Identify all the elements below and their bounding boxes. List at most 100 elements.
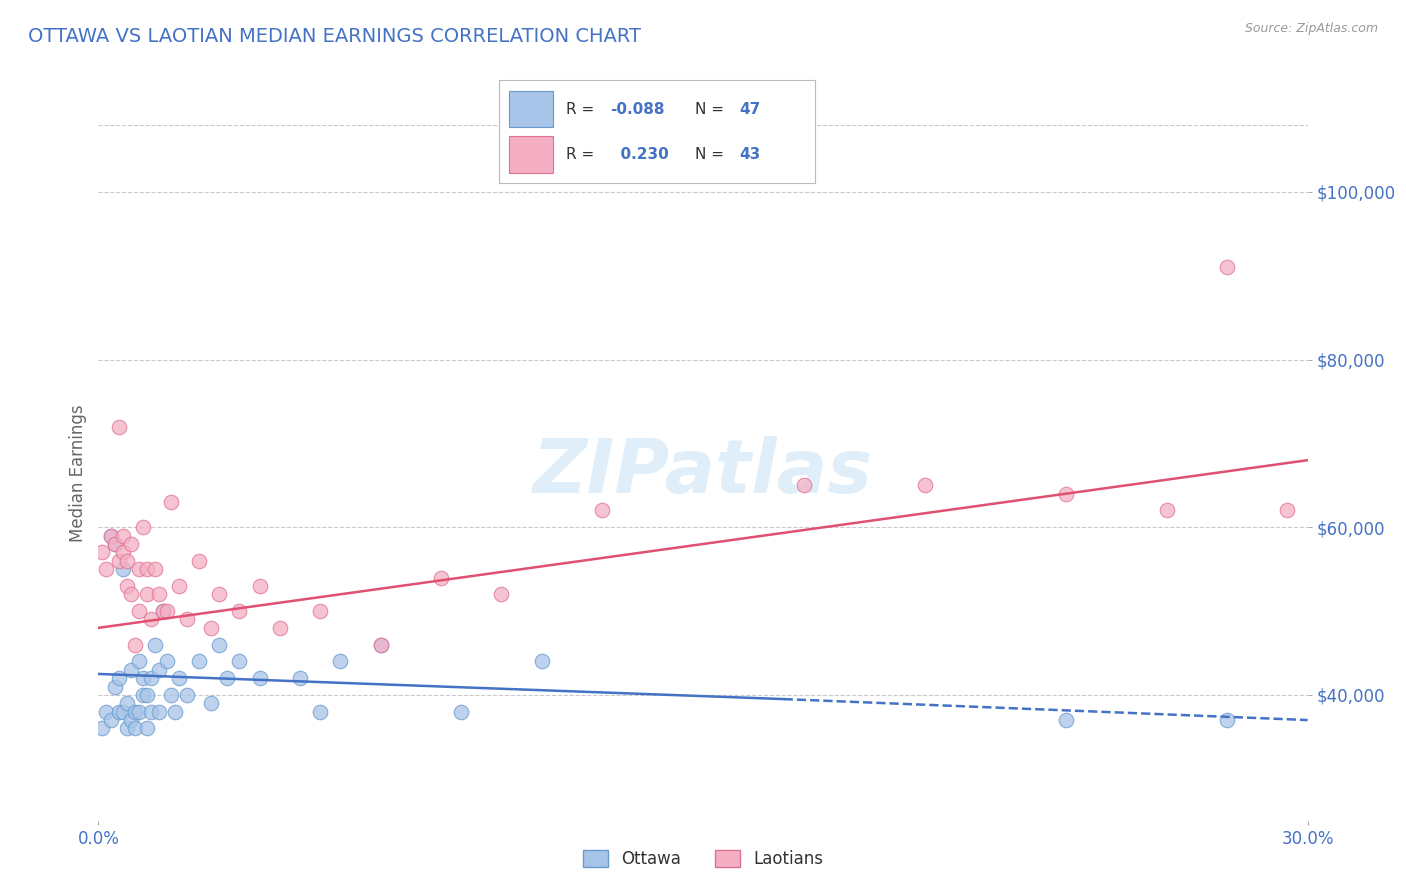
Point xyxy=(430,570,453,584)
Point xyxy=(139,671,162,685)
Point xyxy=(107,419,129,434)
Text: 43: 43 xyxy=(740,146,761,161)
Point xyxy=(135,722,157,736)
Text: -0.088: -0.088 xyxy=(610,102,665,117)
Point xyxy=(176,612,198,626)
Point xyxy=(167,579,190,593)
Point xyxy=(111,705,134,719)
Point xyxy=(120,663,142,677)
Text: OTTAWA VS LAOTIAN MEDIAN EARNINGS CORRELATION CHART: OTTAWA VS LAOTIAN MEDIAN EARNINGS CORREL… xyxy=(28,27,641,45)
Point xyxy=(491,587,513,601)
Point xyxy=(188,654,211,668)
Legend: Ottawa, Laotians: Ottawa, Laotians xyxy=(576,844,830,875)
Point xyxy=(135,688,157,702)
Point xyxy=(530,654,553,668)
Point xyxy=(160,495,183,509)
Point xyxy=(120,537,142,551)
Point xyxy=(329,654,352,668)
Point xyxy=(200,621,222,635)
Point xyxy=(111,545,134,559)
Point xyxy=(1216,260,1239,275)
Point xyxy=(152,604,174,618)
Point xyxy=(128,705,150,719)
Point xyxy=(167,671,190,685)
Point xyxy=(249,671,271,685)
Point xyxy=(148,663,170,677)
Point xyxy=(143,562,166,576)
Point xyxy=(100,528,122,542)
Point xyxy=(115,579,138,593)
Text: N =: N = xyxy=(695,102,730,117)
Point xyxy=(124,705,146,719)
Point xyxy=(148,705,170,719)
Point xyxy=(249,579,271,593)
Point xyxy=(160,688,183,702)
Text: R =: R = xyxy=(565,146,599,161)
Point xyxy=(100,713,122,727)
Point xyxy=(128,654,150,668)
Point xyxy=(309,604,332,618)
Point xyxy=(793,478,815,492)
Point xyxy=(103,537,125,551)
Point xyxy=(107,554,129,568)
Point xyxy=(370,638,392,652)
Point xyxy=(128,562,150,576)
Point xyxy=(1156,503,1178,517)
Point xyxy=(115,696,138,710)
Point xyxy=(91,545,114,559)
Point xyxy=(163,705,186,719)
Point xyxy=(370,638,392,652)
Point xyxy=(591,503,613,517)
Point xyxy=(156,604,179,618)
Point xyxy=(103,537,125,551)
Point xyxy=(309,705,332,719)
Point xyxy=(148,587,170,601)
Point xyxy=(100,528,122,542)
Point xyxy=(188,554,211,568)
Point xyxy=(217,671,239,685)
Point xyxy=(111,562,134,576)
Point xyxy=(139,705,162,719)
Point xyxy=(143,638,166,652)
Point xyxy=(124,722,146,736)
Point xyxy=(152,604,174,618)
Point xyxy=(1054,713,1077,727)
Point xyxy=(91,722,114,736)
Point xyxy=(228,654,250,668)
Point xyxy=(135,562,157,576)
Point xyxy=(128,604,150,618)
Point xyxy=(228,604,250,618)
Point xyxy=(132,520,155,534)
Point xyxy=(115,722,138,736)
Y-axis label: Median Earnings: Median Earnings xyxy=(69,404,87,541)
Point xyxy=(120,713,142,727)
Point xyxy=(120,587,142,601)
Point xyxy=(115,554,138,568)
Point xyxy=(176,688,198,702)
Text: ZIPatlas: ZIPatlas xyxy=(533,436,873,509)
Bar xyxy=(509,91,553,128)
Point xyxy=(450,705,472,719)
Point xyxy=(269,621,291,635)
Point xyxy=(107,671,129,685)
Point xyxy=(1277,503,1299,517)
Point xyxy=(124,638,146,652)
Text: Source: ZipAtlas.com: Source: ZipAtlas.com xyxy=(1244,22,1378,36)
Point xyxy=(200,696,222,710)
Point xyxy=(107,705,129,719)
Point xyxy=(1054,486,1077,500)
Point xyxy=(156,654,179,668)
Point xyxy=(103,680,125,694)
Point xyxy=(208,638,231,652)
Point xyxy=(132,671,155,685)
Text: N =: N = xyxy=(695,146,730,161)
Point xyxy=(208,587,231,601)
Text: 0.230: 0.230 xyxy=(610,146,669,161)
Point xyxy=(132,688,155,702)
Bar xyxy=(509,136,553,173)
Point xyxy=(135,587,157,601)
Point xyxy=(139,612,162,626)
Text: R =: R = xyxy=(565,102,599,117)
Point xyxy=(96,562,118,576)
Text: 47: 47 xyxy=(740,102,761,117)
